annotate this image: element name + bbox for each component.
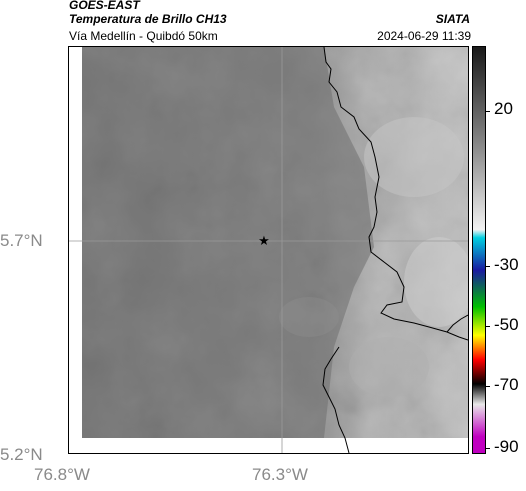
colorbar-label: -90 — [494, 437, 519, 456]
colorbar-label: -70 — [494, 375, 519, 394]
colorbar-label: -50 — [494, 315, 519, 334]
colorbar-label: 20 — [494, 99, 513, 118]
cloud-patch — [404, 237, 468, 327]
lon-tick-label: 76.3°W — [252, 465, 308, 484]
lon-tick-label: 76.8°W — [34, 465, 90, 484]
imagery-west-dark — [82, 47, 374, 438]
cloud-patch — [349, 337, 429, 397]
agency-label: SIATA — [435, 12, 470, 26]
colorbar-label: -30 — [494, 255, 519, 274]
border-line — [323, 47, 468, 341]
border-line — [446, 314, 468, 333]
colorbar-tick — [485, 448, 490, 449]
star-icon: ★ — [258, 234, 270, 249]
map-canvas: ★ — [69, 47, 468, 453]
timestamp: 2024-06-29 11:39 — [377, 29, 471, 43]
subtitle: Vía Medellín - Quibdó 50km — [69, 29, 218, 43]
lat-tick-label: 5.2°N — [0, 445, 43, 464]
colorbar — [472, 46, 486, 454]
cloud-patch — [279, 297, 339, 337]
colorbar-tick — [485, 266, 490, 267]
colorbar-tick — [485, 326, 490, 327]
colorbar-tick — [485, 111, 490, 112]
title-main: GOES-EAST — [69, 0, 140, 12]
cloud-patch — [364, 117, 464, 197]
lat-tick-label: 5.7°N — [0, 231, 43, 250]
colorbar-tick — [485, 386, 490, 387]
title-sub: Temperatura de Brillo CH13 — [69, 12, 227, 26]
satellite-map[interactable]: ★ — [68, 46, 469, 454]
border-line — [322, 346, 350, 453]
